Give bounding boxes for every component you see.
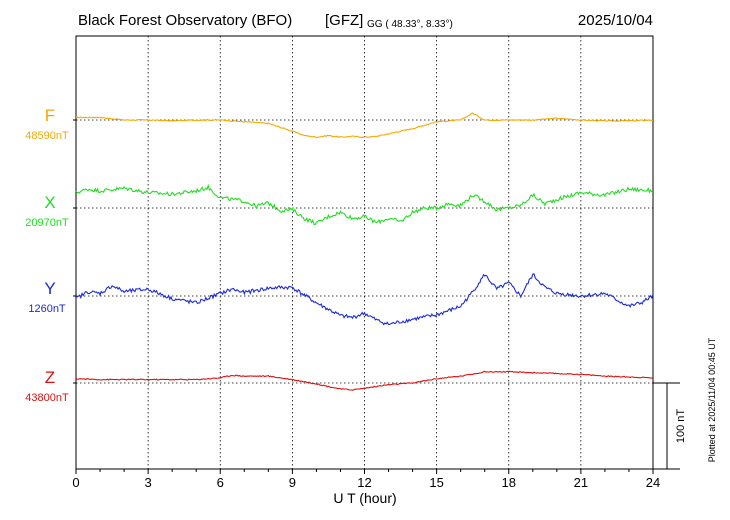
x-tick-label: 6 [217,475,224,490]
series-labels: F 48590nT X 20970nT Y 1260nT Z 43800nT [25,106,69,404]
x-tick-label: 0 [72,475,79,490]
x-axis-label: U T (hour) [333,490,396,506]
series-name-y: Y [44,279,55,298]
series-name-f: F [45,106,55,125]
scale-bar [653,382,680,470]
scale-bar-label: 100 nT [675,409,687,444]
x-tick-label: 24 [646,475,660,490]
x-tick-label: 9 [289,475,296,490]
x-tick-label: 21 [574,475,588,490]
institute-label: [GFZ] [325,12,363,29]
series-baseline-y: 1260nT [28,303,66,315]
series-baseline-z: 43800nT [25,392,69,404]
series-baseline-x: 20970nT [25,217,69,229]
date-label: 2025/10/04 [578,12,653,29]
series-name-z: Z [45,368,55,387]
x-tick-label: 15 [429,475,443,490]
coordinates-label: GG ( 48.33°, 8.33°) [367,19,453,30]
x-tick-label: 3 [145,475,152,490]
trace-z [75,370,654,391]
series-name-x: X [44,193,55,212]
series-baseline-f: 48590nT [25,130,69,142]
x-tick-label: 18 [502,475,516,490]
station-title: Black Forest Observatory (BFO) [78,12,292,29]
x-axis-tick-labels: 0 3 6 9 12 15 18 21 24 [72,475,660,490]
plotted-at-note: Plotted at 2025/11/04 00:45 UT [707,337,717,462]
trace-f [76,112,654,139]
x-tick-label: 12 [357,475,371,490]
baseline-grid [73,119,653,384]
trace-y [75,273,654,326]
vertical-grid [147,36,582,469]
x-axis-ticks [75,469,654,474]
trace-x [75,183,654,226]
series-traces [75,112,654,391]
